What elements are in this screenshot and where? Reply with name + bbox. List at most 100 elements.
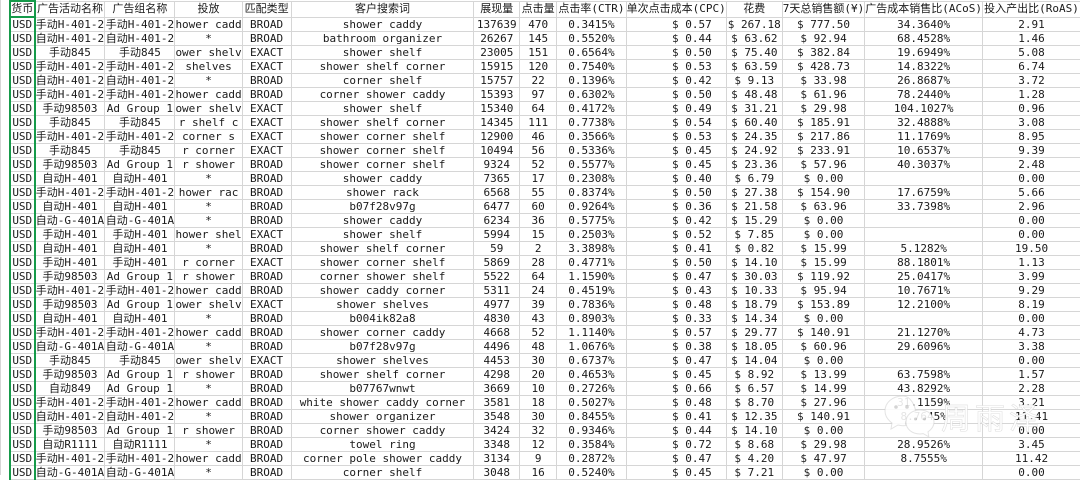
cell-clicks[interactable]: 18 xyxy=(519,395,558,410)
cell-acos[interactable]: 17.6759% xyxy=(864,185,984,200)
cell-clicks[interactable]: 30 xyxy=(519,353,558,368)
cell-cpc[interactable]: $ 0.43 xyxy=(625,283,727,298)
cell-acos[interactable] xyxy=(864,213,984,228)
cell-cpc[interactable]: $ 0.42 xyxy=(625,213,727,228)
cell-sales[interactable]: $ 217.86 xyxy=(781,129,866,144)
cell-targeting[interactable]: hower cadd xyxy=(174,325,243,340)
cell-currency[interactable]: USD xyxy=(9,269,36,284)
cell-ad_group[interactable]: Ad Group 1 xyxy=(104,157,176,172)
cell-sales[interactable]: $ 233.91 xyxy=(781,143,866,158)
cell-impressions[interactable]: 4298 xyxy=(473,367,521,382)
cell-acos[interactable]: 26.8687% xyxy=(864,73,984,88)
cell-match_type[interactable]: BROAD xyxy=(241,283,292,298)
cell-spend[interactable]: $ 7.21 xyxy=(725,465,783,480)
cell-impressions[interactable]: 4453 xyxy=(473,353,521,368)
cell-ad_group[interactable]: 手动H-401-2 xyxy=(104,185,176,200)
cell-sales[interactable]: $ 92.94 xyxy=(781,31,866,46)
cell-cpc[interactable]: $ 0.72 xyxy=(625,437,727,452)
cell-clicks[interactable]: 28 xyxy=(519,255,558,270)
cell-impressions[interactable]: 5994 xyxy=(473,227,521,242)
cell-cpc[interactable]: $ 0.40 xyxy=(625,171,727,186)
cell-ctr[interactable]: 0.8374% xyxy=(556,185,627,200)
cell-ctr[interactable]: 0.7738% xyxy=(556,115,627,130)
column-header-match_type[interactable]: 匹配类型 xyxy=(241,0,292,18)
cell-currency[interactable]: USD xyxy=(9,16,36,32)
cell-impressions[interactable]: 10494 xyxy=(473,143,521,158)
cell-acos[interactable]: 8.7645% xyxy=(864,409,984,424)
cell-match_type[interactable]: BROAD xyxy=(241,199,292,214)
cell-cpc[interactable]: $ 0.53 xyxy=(625,59,727,74)
cell-clicks[interactable]: 12 xyxy=(519,437,558,452)
cell-match_type[interactable]: EXACT xyxy=(241,115,292,130)
cell-search_term[interactable]: shower shelf corner xyxy=(290,59,475,74)
cell-cpc[interactable]: $ 0.38 xyxy=(625,339,727,354)
cell-ad_group[interactable]: Ad Group 1 xyxy=(104,101,176,116)
cell-search_term[interactable]: shower caddy xyxy=(290,213,475,228)
cell-acos[interactable]: 104.1027% xyxy=(864,101,984,116)
cell-sales[interactable]: $ 140.91 xyxy=(781,325,866,340)
cell-cpc[interactable]: $ 0.42 xyxy=(625,73,727,88)
cell-spend[interactable]: $ 6.79 xyxy=(725,171,783,186)
cell-impressions[interactable]: 12900 xyxy=(473,129,521,144)
cell-cpc[interactable]: $ 0.47 xyxy=(625,269,727,284)
cell-currency[interactable]: USD xyxy=(9,227,36,242)
cell-cpc[interactable]: $ 0.53 xyxy=(625,129,727,144)
cell-spend[interactable]: $ 9.13 xyxy=(725,73,783,88)
cell-impressions[interactable]: 15757 xyxy=(473,73,521,88)
cell-sales[interactable]: $ 0.00 xyxy=(781,227,866,242)
cell-match_type[interactable]: EXACT xyxy=(241,45,292,60)
cell-currency[interactable]: USD xyxy=(9,325,36,340)
cell-acos[interactable]: 29.6096% xyxy=(864,339,984,354)
cell-clicks[interactable]: 20 xyxy=(519,367,558,382)
cell-ctr[interactable]: 0.2503% xyxy=(556,227,627,242)
cell-sales[interactable]: $ 29.98 xyxy=(781,437,866,452)
cell-campaign[interactable]: 手动845 xyxy=(33,115,106,130)
cell-match_type[interactable]: BROAD xyxy=(241,409,292,424)
cell-spend[interactable]: $ 12.35 xyxy=(725,409,783,424)
cell-sales[interactable]: $ 428.73 xyxy=(781,59,866,74)
cell-campaign[interactable]: 自动H-401 xyxy=(33,241,106,256)
cell-match_type[interactable]: BROAD xyxy=(241,171,292,186)
cell-ctr[interactable]: 0.8455% xyxy=(556,409,627,424)
cell-roas[interactable]: 0.96 xyxy=(982,101,1080,116)
cell-sales[interactable]: $ 382.84 xyxy=(781,45,866,60)
cell-targeting[interactable]: * xyxy=(174,339,243,354)
cell-spend[interactable]: $ 267.18 xyxy=(725,16,783,32)
cell-roas[interactable]: 1.46 xyxy=(982,31,1080,46)
cell-sales[interactable]: $ 61.96 xyxy=(781,87,866,102)
cell-targeting[interactable]: * xyxy=(174,241,243,256)
cell-clicks[interactable]: 30 xyxy=(519,409,558,424)
cell-currency[interactable]: USD xyxy=(9,381,36,396)
cell-targeting[interactable]: ower shelv xyxy=(174,353,243,368)
cell-roas[interactable]: 9.39 xyxy=(982,143,1080,158)
cell-search_term[interactable]: shower caddy xyxy=(290,16,475,32)
column-header-search_term[interactable]: 客户搜索词 xyxy=(290,0,475,18)
cell-cpc[interactable]: $ 0.45 xyxy=(625,367,727,382)
cell-targeting[interactable]: * xyxy=(174,199,243,214)
cell-currency[interactable]: USD xyxy=(9,437,36,452)
cell-acos[interactable]: 34.3640% xyxy=(864,16,984,32)
cell-acos[interactable] xyxy=(864,227,984,242)
cell-match_type[interactable]: BROAD xyxy=(241,213,292,228)
cell-spend[interactable]: $ 8.68 xyxy=(725,437,783,452)
cell-campaign[interactable]: 手动H-401-2 xyxy=(33,185,106,200)
cell-impressions[interactable]: 5311 xyxy=(473,283,521,298)
cell-roas[interactable]: 0.00 xyxy=(982,171,1080,186)
cell-acos[interactable]: 40.3037% xyxy=(864,157,984,172)
cell-ctr[interactable]: 0.2726% xyxy=(556,381,627,396)
cell-clicks[interactable]: 16 xyxy=(519,465,558,480)
cell-targeting[interactable]: r shower xyxy=(174,269,243,284)
cell-ctr[interactable]: 0.6737% xyxy=(556,353,627,368)
cell-ad_group[interactable]: 手动H-401-2 xyxy=(104,129,176,144)
cell-targeting[interactable]: * xyxy=(174,171,243,186)
column-header-ad_group[interactable]: 广告组名称 xyxy=(104,0,176,18)
cell-roas[interactable]: 2.91 xyxy=(982,16,1080,32)
cell-clicks[interactable]: 52 xyxy=(519,325,558,340)
cell-match_type[interactable]: EXACT xyxy=(241,227,292,242)
cell-campaign[interactable]: 自动H-401 xyxy=(33,171,106,186)
cell-cpc[interactable]: $ 0.50 xyxy=(625,45,727,60)
cell-ctr[interactable]: 0.4771% xyxy=(556,255,627,270)
cell-match_type[interactable]: EXACT xyxy=(241,353,292,368)
cell-spend[interactable]: $ 23.36 xyxy=(725,157,783,172)
cell-clicks[interactable]: 56 xyxy=(519,143,558,158)
